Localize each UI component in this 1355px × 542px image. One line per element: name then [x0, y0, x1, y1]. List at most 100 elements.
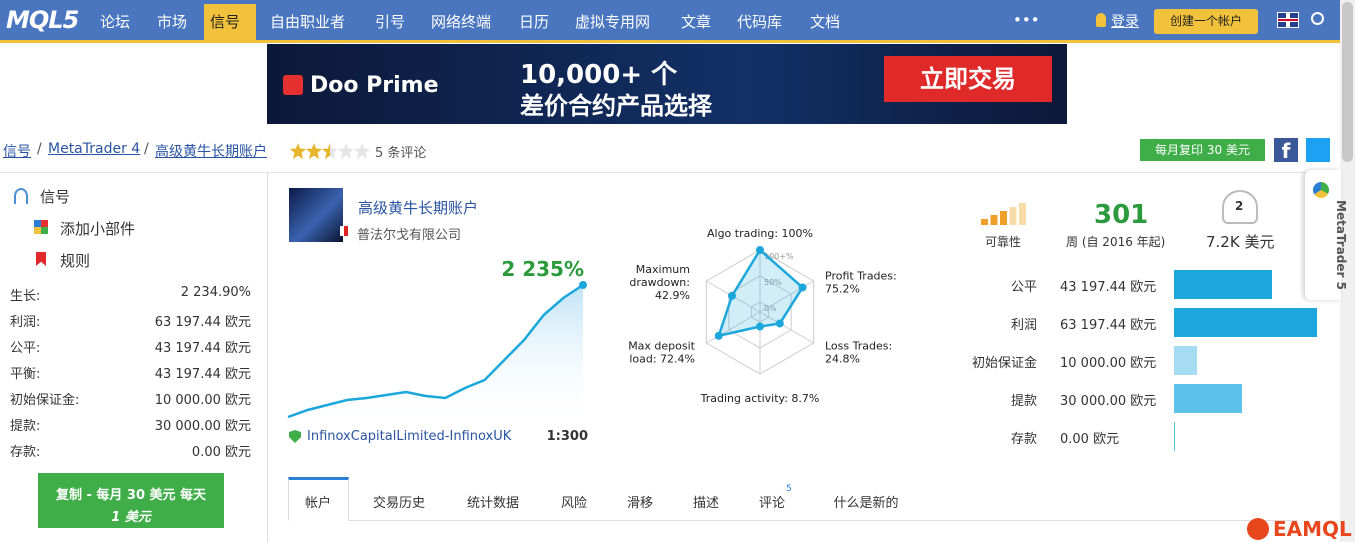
stat-label: 初始保证金: — [10, 393, 80, 408]
radar-axis-label: Maximum — [636, 263, 690, 276]
facebook-button[interactable]: f — [1274, 138, 1298, 163]
nav-item[interactable]: 文档 — [810, 13, 841, 31]
nav-item[interactable]: 市场 — [157, 13, 188, 31]
radar-point — [798, 283, 807, 292]
company-flag — [340, 226, 348, 236]
radar-axis-label: 42.9% — [655, 289, 690, 302]
stat-value: 63 197.44 欧元 — [154, 315, 251, 330]
breadcrumb-link[interactable]: 高级黄牛长期账户 — [155, 144, 267, 160]
nav-item[interactable]: 日历 — [519, 13, 550, 31]
leverage: 1:300 — [546, 429, 588, 444]
stat-value: 43 197.44 欧元 — [154, 341, 251, 356]
sidebar-link[interactable]: 添加小部件 — [60, 220, 136, 238]
weeks-value: 301 — [1094, 200, 1149, 230]
star-empty — [338, 143, 354, 159]
weeks-label: 周 (自 2016 年起) — [1066, 235, 1166, 249]
logo[interactable]: MQL5 — [6, 6, 79, 34]
sidebar-icon — [14, 188, 28, 204]
scroll-thumb[interactable] — [1342, 2, 1353, 162]
create-account-button[interactable]: 创建一个帐户 — [1154, 9, 1258, 34]
nav-bar — [0, 0, 1340, 43]
nav-item[interactable]: 论坛 — [100, 13, 131, 31]
banner-cta[interactable]: 立即交易 — [884, 56, 1052, 102]
side-tab-label: MetaTrader 5 — [1333, 200, 1348, 290]
reliability-bar — [1019, 203, 1026, 225]
nav-item[interactable]: 信号 — [210, 13, 241, 31]
signal-thumbnail — [289, 188, 343, 242]
tab[interactable]: 统计数据 — [466, 496, 520, 511]
stat-label: 公平: — [10, 341, 41, 356]
signal-company: 普法尔戈有限公司 — [357, 228, 462, 243]
nav-item[interactable]: 文章 — [681, 13, 712, 31]
star-filled — [306, 143, 322, 159]
subscribers-funds: 7.2K 美元 — [1206, 233, 1275, 251]
breadcrumb-link[interactable]: MetaTrader 4 — [48, 141, 141, 157]
equity-area — [288, 285, 583, 425]
side-tab-icon — [1313, 182, 1329, 198]
copy-button-line: 1 美元 — [111, 510, 151, 525]
subscribers-icon — [1222, 190, 1258, 224]
broker-name[interactable]: InfinoxCapitalLimited-InfinoxUK — [307, 429, 512, 444]
money-bar — [1174, 270, 1272, 299]
tab[interactable]: 描述 — [692, 496, 720, 511]
money-bar — [1174, 384, 1242, 413]
reliability-bar — [990, 215, 998, 225]
money-label: 公平 — [1010, 280, 1037, 295]
stat-value: 2 234.90% — [180, 285, 251, 300]
radar-axis-label: load: 72.4% — [629, 353, 695, 366]
divider — [267, 172, 268, 542]
stat-label: 存款: — [10, 445, 41, 460]
breadcrumb-sep: / — [144, 141, 149, 157]
money-label: 利润 — [1010, 318, 1037, 333]
sidebar-link[interactable]: 规则 — [60, 252, 91, 270]
radar-point — [714, 331, 723, 340]
search-icon[interactable] — [1311, 12, 1324, 25]
banner-headline: 10,000+ 个 — [520, 60, 678, 90]
nav-item[interactable]: 网络终端 — [431, 13, 492, 31]
star-filled — [290, 143, 306, 159]
breadcrumb-link[interactable]: 信号 — [3, 144, 31, 160]
money-bar — [1174, 346, 1197, 375]
tab[interactable]: 帐户 — [304, 496, 332, 511]
twitter-button[interactable] — [1306, 138, 1330, 162]
tab[interactable]: 交易历史 — [372, 496, 426, 511]
money-label: 初始保证金 — [971, 356, 1037, 371]
reliability-label: 可靠性 — [985, 235, 1022, 249]
nav-item[interactable]: 引号 — [375, 13, 406, 31]
divider — [0, 172, 1340, 173]
subscribe-button[interactable]: 每月复印 30 美元 — [1140, 139, 1265, 161]
tab[interactable]: 滑移 — [626, 496, 654, 511]
login-link[interactable]: 登录 — [1111, 14, 1139, 30]
radar-ring-label: 50% — [764, 278, 782, 287]
subscribers-count: 2 — [1235, 199, 1244, 213]
sidebar-icon — [36, 252, 46, 266]
radar-axis-label: drawdown: — [629, 276, 690, 289]
money-value: 30 000.00 欧元 — [1060, 394, 1157, 409]
money-bar — [1174, 422, 1175, 451]
tab[interactable]: 风险 — [560, 496, 588, 511]
flag-cross — [1278, 19, 1298, 21]
verified-icon — [289, 430, 301, 443]
tab[interactable]: 评论 — [758, 496, 786, 511]
money-label: 存款 — [1010, 432, 1037, 447]
radar-point — [756, 322, 764, 331]
nav-more[interactable]: ••• — [1013, 11, 1040, 29]
stat-value: 10 000.00 欧元 — [154, 393, 251, 408]
sidebar-link[interactable]: 信号 — [40, 188, 71, 206]
copy-button[interactable]: 复制 - 每月 30 美元 每天 1 美元 — [38, 473, 224, 528]
radar-spoke — [706, 311, 761, 344]
reviews-link[interactable]: 5 条评论 — [375, 146, 427, 161]
radar-axis-label: Trading activity: 8.7% — [700, 392, 820, 405]
money-value: 10 000.00 欧元 — [1060, 356, 1157, 371]
signal-name[interactable]: 高级黄牛长期账户 — [358, 199, 479, 217]
stat-label: 提款: — [10, 419, 41, 434]
tab[interactable]: 什么是新的 — [833, 496, 899, 511]
nav-item[interactable]: 代码库 — [737, 13, 783, 31]
equity-chart — [287, 281, 587, 425]
growth-value: 2 235% — [501, 257, 584, 281]
copy-button-line: 复制 - 每月 30 美元 每天 — [55, 488, 207, 503]
money-value: 63 197.44 欧元 — [1060, 318, 1157, 333]
sidebar-icon — [34, 220, 48, 234]
nav-item[interactable]: 自由职业者 — [270, 13, 346, 31]
nav-item[interactable]: 虚拟专用网 — [575, 13, 651, 31]
